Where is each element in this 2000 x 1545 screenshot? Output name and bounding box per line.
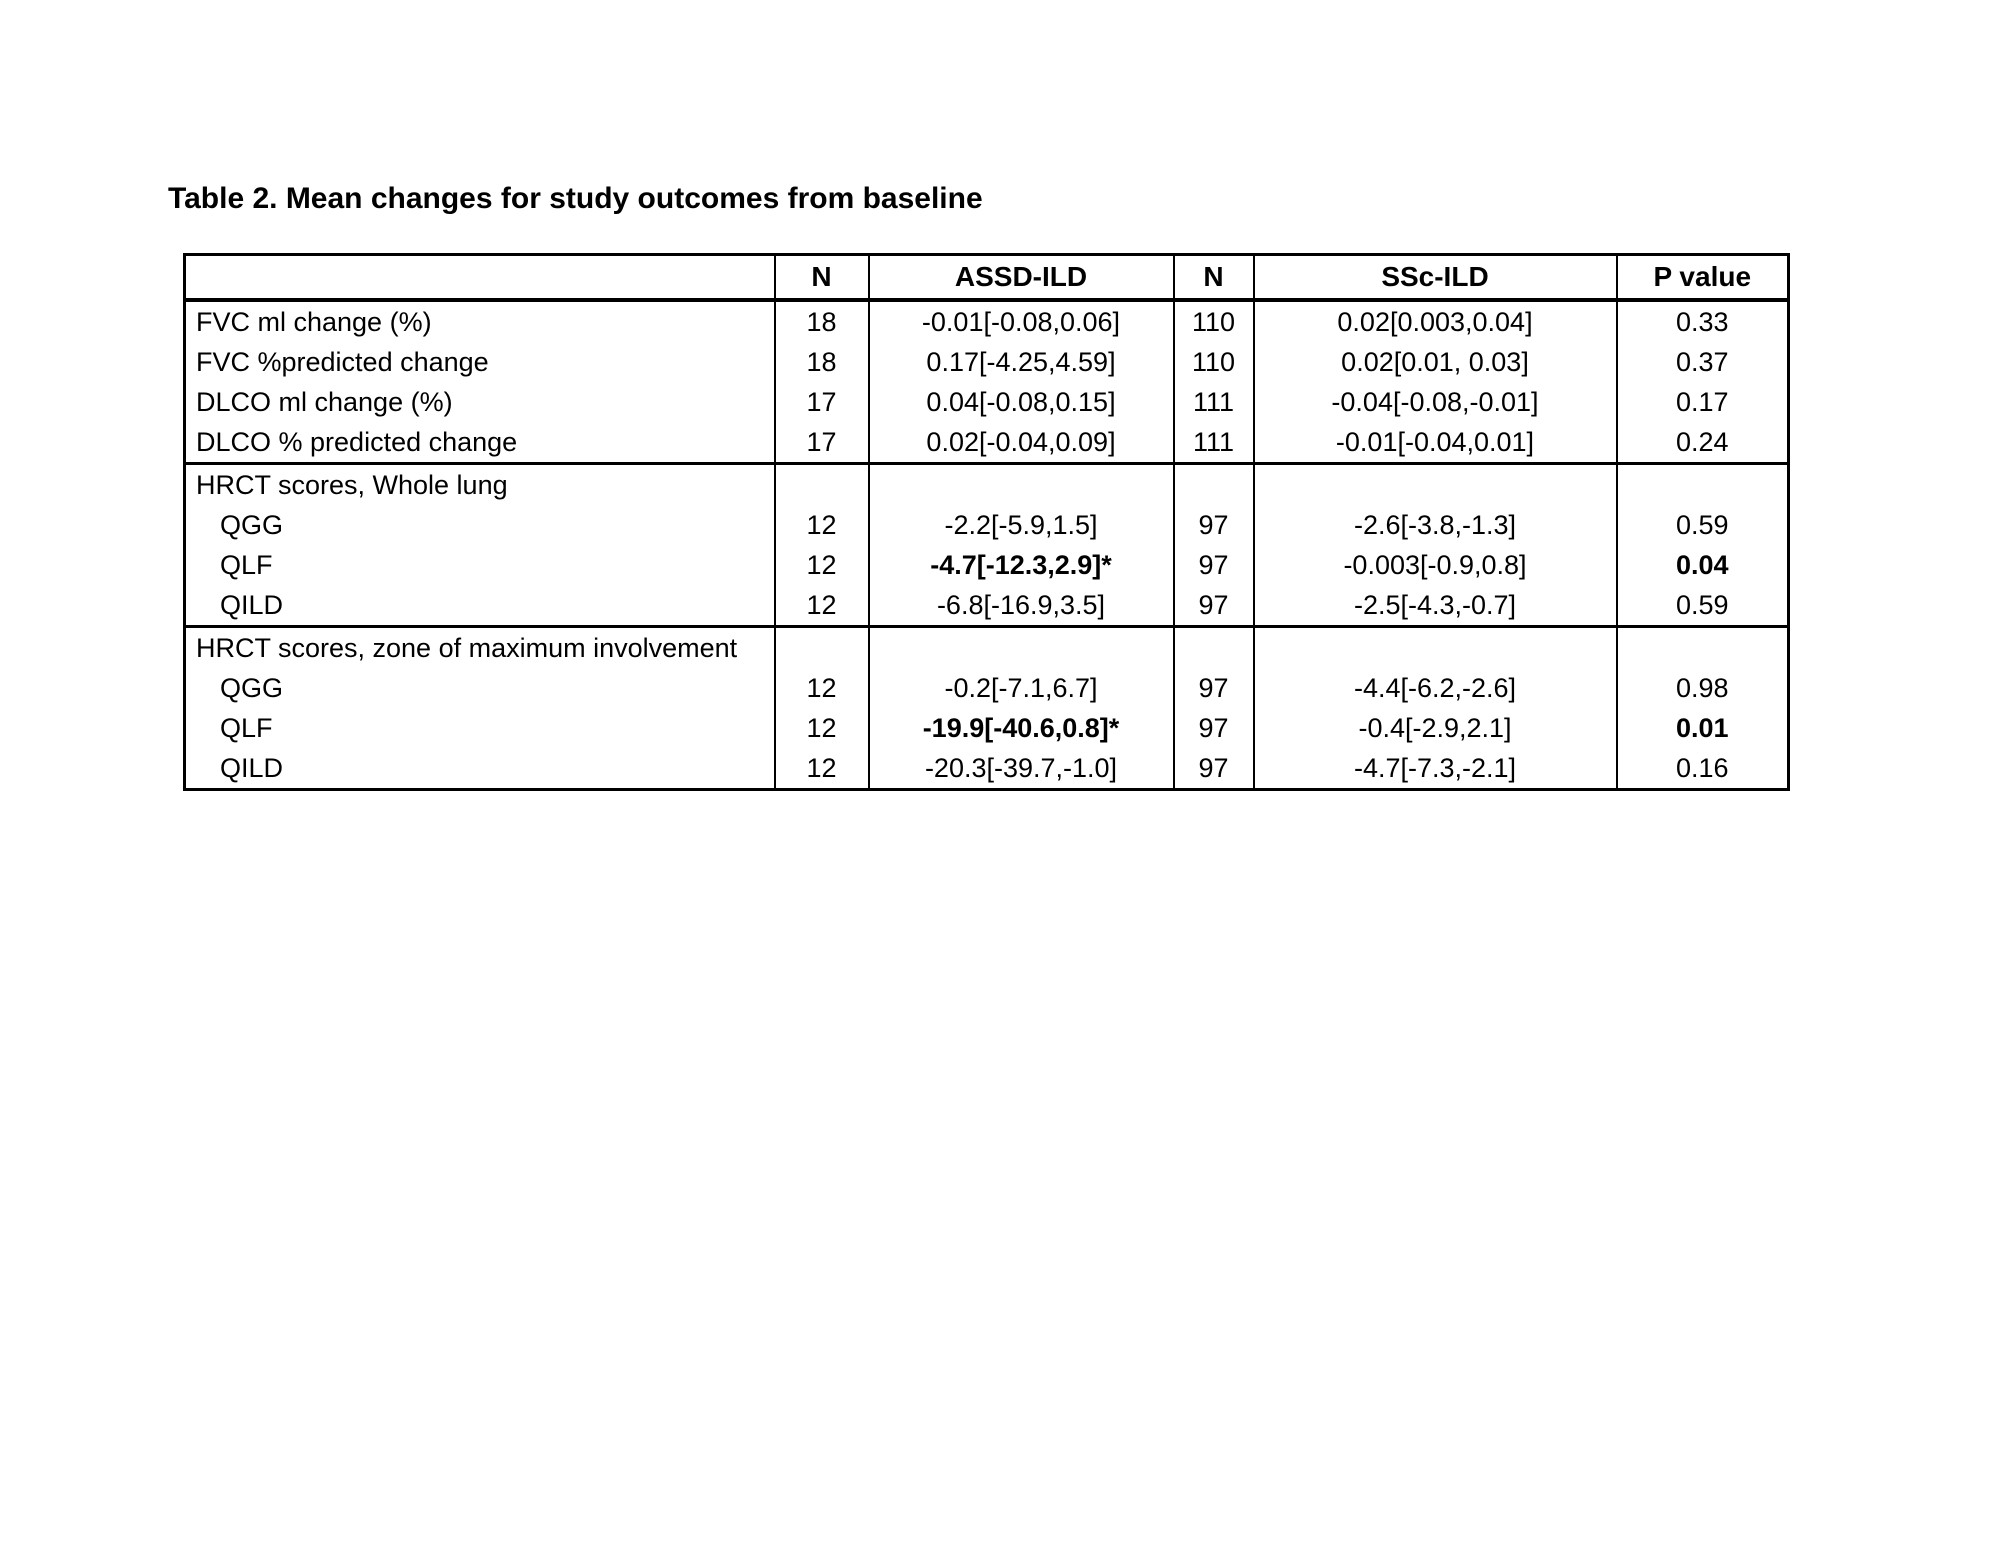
- table-row: QILD 12 -6.8[-16.9,3.5] 97 -2.5[-4.3,-0.7] 0.…: [185, 585, 1789, 627]
- header-ssc-ild-cell: SSc-ILD: [1252, 254, 1617, 302]
- assd-ild-value-cell: 0.02[-0.04,0.09]: [867, 422, 1174, 464]
- n-assd-cell: 12: [773, 748, 869, 790]
- ssc-ild-value-cell: -0.003[-0.9,0.8]: [1252, 545, 1617, 585]
- row-label-cell: DLCO ml change (%): [196, 387, 453, 417]
- n-ssc-cell: 97: [1172, 545, 1254, 585]
- n-ssc-cell: [1172, 462, 1254, 505]
- table-row: QGG 12 -0.2[-7.1,6.7] 97 -4.4[-6.2,-2.6] 0.98: [185, 668, 1789, 708]
- ssc-ild-value-cell: -0.04[-0.08,-0.01]: [1252, 382, 1617, 422]
- assd-ild-value-cell: 0.17[-4.25,4.59]: [867, 342, 1174, 382]
- header-empty-cell: [184, 254, 775, 302]
- n-assd-cell: 12: [773, 505, 869, 545]
- row-label-cell: QILD: [220, 753, 284, 783]
- p-value-cell: [1615, 462, 1789, 505]
- table-header: N ASSD-ILD N SSc-ILD P value: [184, 254, 1789, 302]
- n-assd-cell: 18: [773, 342, 869, 382]
- p-value-cell: 0.59: [1615, 505, 1789, 545]
- ssc-ild-value-cell: -0.4[-2.9,2.1]: [1252, 708, 1617, 748]
- p-value-cell: 0.33: [1615, 300, 1789, 342]
- outcomes-table: N ASSD-ILD N SSc-ILD P value FVC ml chan…: [183, 253, 1790, 791]
- row-label-cell: FVC ml change (%): [196, 307, 432, 337]
- assd-ild-value-cell: -20.3[-39.7,-1.0]: [867, 748, 1174, 790]
- assd-ild-value-cell: -0.2[-7.1,6.7]: [867, 668, 1174, 708]
- p-value-cell: 0.04: [1615, 545, 1789, 585]
- table-row: QGG 12 -2.2[-5.9,1.5] 97 -2.6[-3.8,-1.3] 0.59: [185, 505, 1789, 545]
- table-row: FVC %predicted change 18 0.17[-4.25,4.59] 1…: [185, 342, 1789, 382]
- table-row: DLCO ml change (%) 17 0.04[-0.08,0.15] 111-…: [185, 382, 1789, 422]
- n-assd-cell: [773, 625, 869, 668]
- n-ssc-cell: 97: [1172, 668, 1254, 708]
- p-value-cell: 0.01: [1615, 708, 1789, 748]
- p-value-cell: 0.37: [1615, 342, 1789, 382]
- ssc-ild-value-cell: [1252, 462, 1617, 505]
- header-p-value-cell: P value: [1615, 254, 1789, 302]
- n-ssc-cell: 97: [1172, 585, 1254, 627]
- ssc-ild-value-cell: 0.02[0.01, 0.03]: [1252, 342, 1617, 382]
- n-assd-cell: 12: [773, 668, 869, 708]
- n-ssc-cell: 97: [1172, 505, 1254, 545]
- p-value-cell: 0.98: [1615, 668, 1789, 708]
- n-ssc-cell: 110: [1172, 300, 1254, 342]
- p-value-cell: 0.17: [1615, 382, 1789, 422]
- ssc-ild-value-cell: -2.5[-4.3,-0.7]: [1252, 585, 1617, 627]
- n-assd-cell: 18: [773, 300, 869, 342]
- header-row: N ASSD-ILD N SSc-ILD P value: [184, 254, 1789, 302]
- n-assd-cell: 17: [773, 382, 869, 422]
- ssc-ild-value-cell: -2.6[-3.8,-1.3]: [1252, 505, 1617, 545]
- ssc-ild-value-cell: -4.4[-6.2,-2.6]: [1252, 668, 1617, 708]
- n-ssc-cell: 110: [1172, 342, 1254, 382]
- assd-ild-value-cell: [867, 462, 1174, 505]
- section-header-row: HRCT scores, Whole lung: [184, 462, 1789, 505]
- section-label-cell: HRCT scores, Whole lung: [184, 462, 775, 505]
- table-body: FVC ml change (%) 18 -0.01[-0.08,0.06] 110 0…: [184, 300, 1789, 790]
- ssc-ild-value-cell: -4.7[-7.3,-2.1]: [1252, 748, 1617, 790]
- table-row: QLF 12 -4.7[-12.3,2.9]* 97 -0.003[-0.9,0.8] 0…: [185, 545, 1789, 585]
- p-value-cell: [1615, 625, 1789, 668]
- header-n-assd-cell: N: [773, 254, 869, 302]
- table-row: FVC ml change (%) 18 -0.01[-0.08,0.06] 110 0…: [185, 300, 1789, 342]
- n-ssc-cell: 97: [1172, 708, 1254, 748]
- row-label-cell: FVC %predicted change: [196, 347, 489, 377]
- p-value-cell: 0.59: [1615, 585, 1789, 627]
- n-assd-cell: 12: [773, 585, 869, 627]
- assd-ild-value-cell: -6.8[-16.9,3.5]: [867, 585, 1174, 627]
- n-assd-cell: 12: [773, 708, 869, 748]
- table-row: QILD 12 -20.3[-39.7,-1.0] 97 -4.7[-7.3,-2.1]…: [185, 748, 1789, 790]
- ssc-ild-value-cell: [1252, 625, 1617, 668]
- p-value-cell: 0.16: [1615, 748, 1789, 790]
- ssc-ild-value-cell: -0.01[-0.04,0.01]: [1252, 422, 1617, 464]
- row-label-cell: QLF: [220, 713, 273, 743]
- row-label-cell: QGG: [220, 510, 284, 540]
- section-label-cell: HRCT scores, zone of maximum involvement: [184, 625, 775, 668]
- row-label-cell: DLCO % predicted change: [196, 427, 518, 457]
- assd-ild-value-cell: -0.01[-0.08,0.06]: [867, 300, 1174, 342]
- row-label-cell: QGG: [220, 673, 284, 703]
- row-label-cell: QILD: [220, 590, 284, 620]
- assd-ild-value-cell: -4.7[-12.3,2.9]*: [867, 545, 1174, 585]
- section-header-row: HRCT scores, zone of maximum involvement: [184, 625, 1789, 668]
- n-assd-cell: [773, 462, 869, 505]
- assd-ild-value-cell: 0.04[-0.08,0.15]: [867, 382, 1174, 422]
- header-n-ssc-cell: N: [1172, 254, 1254, 302]
- n-assd-cell: 17: [773, 422, 869, 464]
- table-title: Table 2. Mean changes for study outcomes…: [168, 182, 983, 215]
- n-ssc-cell: 97: [1172, 748, 1254, 790]
- table-row: QLF 12 -19.9[-40.6,0.8]* 97 -0.4[-2.9,2.1] 0.…: [185, 708, 1789, 748]
- ssc-ild-value-cell: 0.02[0.003,0.04]: [1252, 300, 1617, 342]
- n-ssc-cell: [1172, 625, 1254, 668]
- n-ssc-cell: 111: [1172, 382, 1254, 422]
- p-value-cell: 0.24: [1615, 422, 1789, 464]
- table-row: DLCO % predicted change 17 0.02[-0.04,0.09…: [185, 422, 1789, 464]
- n-assd-cell: 12: [773, 545, 869, 585]
- assd-ild-value-cell: -2.2[-5.9,1.5]: [867, 505, 1174, 545]
- n-ssc-cell: 111: [1172, 422, 1254, 464]
- assd-ild-value-cell: [867, 625, 1174, 668]
- row-label-cell: QLF: [220, 550, 273, 580]
- header-assd-ild-cell: ASSD-ILD: [867, 254, 1174, 302]
- assd-ild-value-cell: -19.9[-40.6,0.8]*: [867, 708, 1174, 748]
